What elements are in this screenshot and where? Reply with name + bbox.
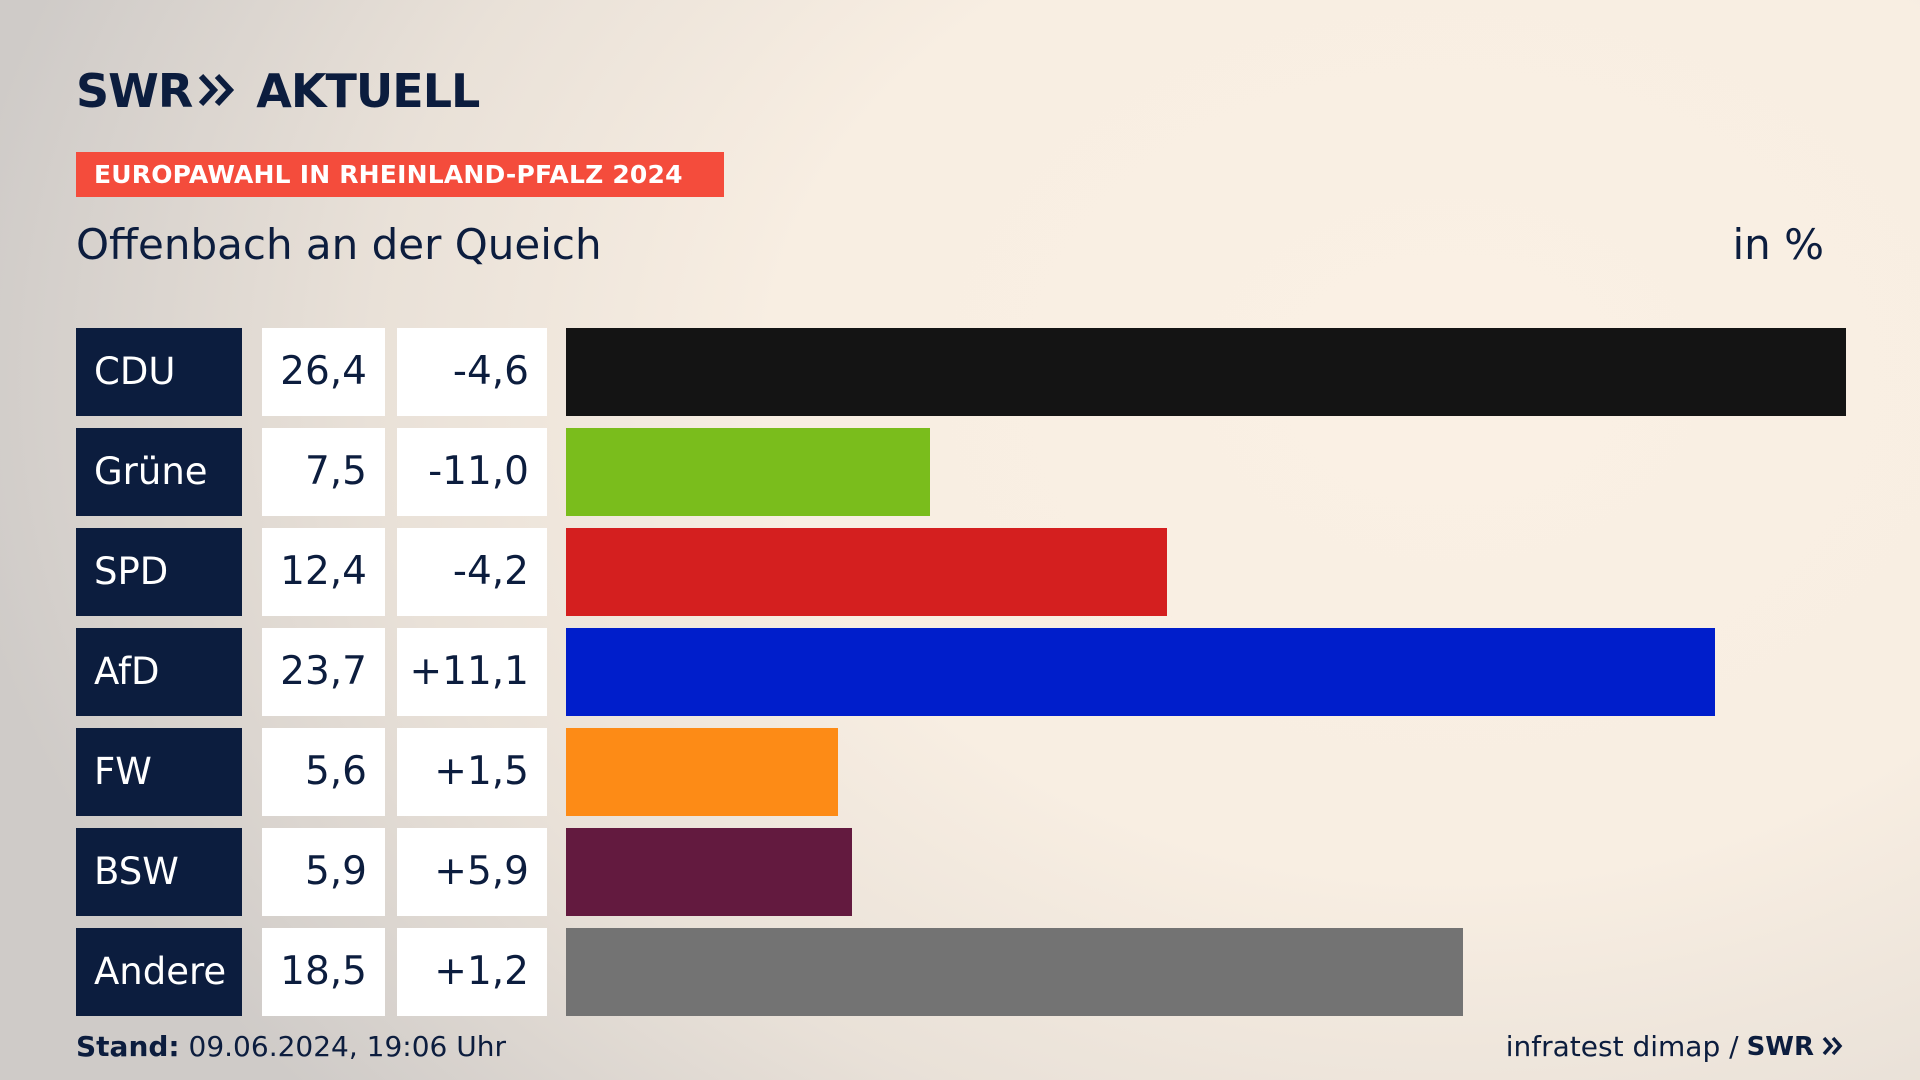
timestamp: Stand: 09.06.2024, 19:06 Uhr — [76, 1030, 506, 1063]
double-chevron-icon — [198, 64, 236, 118]
bar-1 — [566, 428, 930, 516]
chart-title: Offenbach an der Queich — [76, 220, 602, 269]
value-label: 5,9 — [262, 828, 385, 916]
change-label: -4,6 — [397, 328, 547, 416]
party-label: BSW — [76, 828, 242, 916]
bar-6 — [566, 928, 1463, 1016]
party-label: AfD — [76, 628, 242, 716]
chart-row-4: FW 5,6 +1,5 — [0, 728, 1920, 816]
party-label: Andere — [76, 928, 242, 1016]
swr-aktuell-logo: SWR AKTUELL — [76, 64, 480, 118]
value-label: 26,4 — [262, 328, 385, 416]
kicker-banner: EUROPAWAHL IN RHEINLAND-PFALZ 2024 — [76, 152, 724, 197]
chart-row-5: BSW 5,9 +5,9 — [0, 828, 1920, 916]
change-label: +1,2 — [397, 928, 547, 1016]
change-label: -4,2 — [397, 528, 547, 616]
change-label: +11,1 — [397, 628, 547, 716]
source-credit: infratest dimap / SWR — [1506, 1030, 1844, 1063]
footer-brand: SWR — [1746, 1031, 1814, 1062]
logo-text: SWR — [76, 64, 193, 118]
party-label: SPD — [76, 528, 242, 616]
value-label: 12,4 — [262, 528, 385, 616]
double-chevron-icon — [1822, 1030, 1844, 1063]
bar-2 — [566, 528, 1167, 616]
bar-0 — [566, 328, 1846, 416]
source-text: infratest dimap / — [1505, 1030, 1739, 1063]
change-label: +5,9 — [397, 828, 547, 916]
chart-row-6: Andere 18,5 +1,2 — [0, 928, 1920, 1016]
change-label: +1,5 — [397, 728, 547, 816]
value-label: 23,7 — [262, 628, 385, 716]
chart-row-2: SPD 12,4 -4,2 — [0, 528, 1920, 616]
logo-suffix: AKTUELL — [256, 64, 480, 118]
change-label: -11,0 — [397, 428, 547, 516]
bar-3 — [566, 628, 1715, 716]
chart-row-3: AfD 23,7 +11,1 — [0, 628, 1920, 716]
value-label: 18,5 — [262, 928, 385, 1016]
party-label: Grüne — [76, 428, 242, 516]
bar-4 — [566, 728, 838, 816]
stand-label: Stand: — [76, 1030, 180, 1063]
value-label: 5,6 — [262, 728, 385, 816]
party-label: FW — [76, 728, 242, 816]
value-label: 7,5 — [262, 428, 385, 516]
stand-value: 09.06.2024, 19:06 Uhr — [188, 1030, 506, 1063]
bar-5 — [566, 828, 852, 916]
chart-row-0: CDU 26,4 -4,6 — [0, 328, 1920, 416]
unit-label: in % — [1732, 220, 1824, 269]
chart-row-1: Grüne 7,5 -11,0 — [0, 428, 1920, 516]
party-label: CDU — [76, 328, 242, 416]
